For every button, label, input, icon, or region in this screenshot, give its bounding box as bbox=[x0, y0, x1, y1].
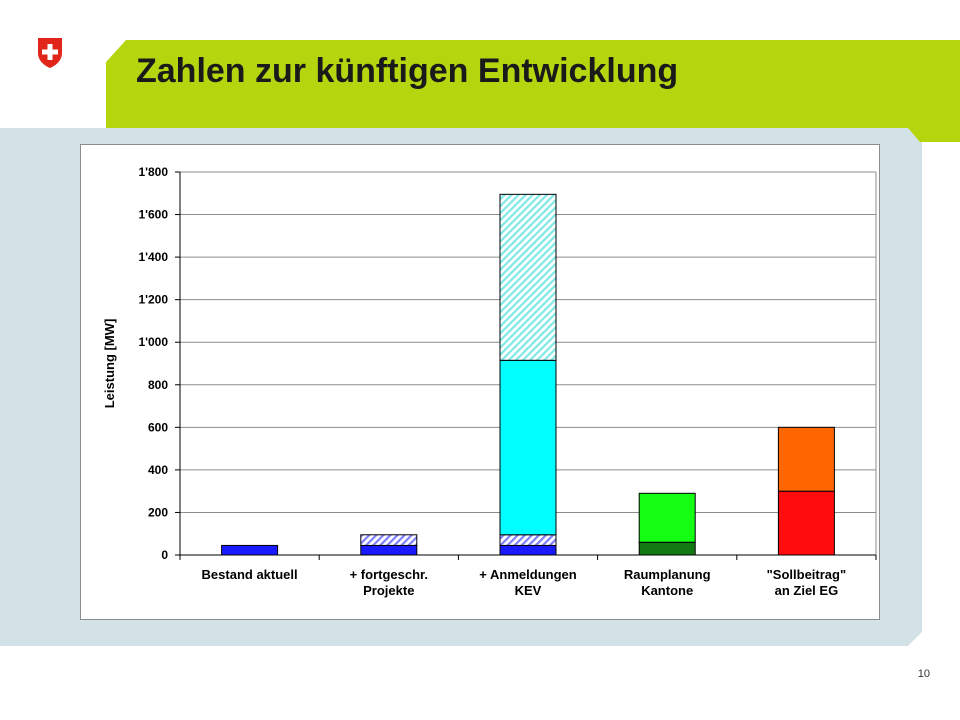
x-category-label: "Sollbeitrag" an Ziel EG bbox=[767, 567, 847, 598]
bar-segment bbox=[221, 544, 279, 556]
x-category-label-line: "Sollbeitrag" bbox=[767, 567, 847, 582]
stacked-bar-chart: 0 200 400 600 800 1'000 1'200 1'400 1'600 1'800 Be… bbox=[102, 165, 877, 598]
slide-title: Zahlen zur künftigen Entwicklung bbox=[136, 52, 679, 90]
x-category-label: Bestand aktuell bbox=[202, 567, 298, 582]
y-tick-label: 1'000 bbox=[138, 335, 168, 349]
y-tick-label: 600 bbox=[148, 420, 168, 434]
bar-segment bbox=[777, 426, 835, 492]
bar-segment bbox=[499, 534, 557, 546]
y-tick-label: 800 bbox=[148, 378, 168, 392]
header-band bbox=[106, 40, 960, 142]
bar-segment bbox=[499, 359, 557, 536]
y-tick-label: 1'400 bbox=[138, 250, 168, 264]
page-number: 10 bbox=[917, 668, 930, 680]
x-category-label: + Anmeldungen KEV bbox=[479, 567, 576, 598]
cross-horizontal bbox=[42, 49, 58, 55]
y-axis-label: Leistung [MW] bbox=[102, 319, 117, 409]
chart-frame bbox=[80, 144, 880, 620]
bar-segment bbox=[638, 492, 696, 543]
bar-segment bbox=[777, 490, 835, 556]
x-category-label-line: + fortgeschr. bbox=[350, 567, 428, 582]
x-category-label: + fortgeschr. Projekte bbox=[350, 567, 428, 598]
x-category-label-line: Kantone bbox=[641, 583, 693, 598]
bar-segment bbox=[360, 544, 418, 556]
x-category-label-line: Projekte bbox=[363, 583, 414, 598]
x-category-label-line: KEV bbox=[515, 583, 542, 598]
y-tick-label: 1'800 bbox=[138, 165, 168, 179]
x-category-label-line: + Anmeldungen bbox=[479, 567, 576, 582]
x-category-label-line: an Ziel EG bbox=[775, 583, 839, 598]
y-tick-label: 1'600 bbox=[138, 208, 168, 222]
y-tick-label: 400 bbox=[148, 463, 168, 477]
bar-segment bbox=[499, 544, 557, 556]
x-category-label-line: Raumplanung bbox=[624, 567, 711, 582]
y-tick-label: 0 bbox=[161, 548, 168, 562]
bar-segment bbox=[638, 541, 696, 556]
bar-segment bbox=[499, 193, 557, 361]
y-tick-label: 200 bbox=[148, 505, 168, 519]
bar-segment bbox=[360, 534, 418, 546]
x-category-label-line: Bestand aktuell bbox=[202, 567, 298, 582]
y-tick-label: 1'200 bbox=[138, 293, 168, 307]
swiss-cross-shield-icon bbox=[38, 38, 62, 68]
x-category-label: Raumplanung Kantone bbox=[624, 567, 711, 598]
